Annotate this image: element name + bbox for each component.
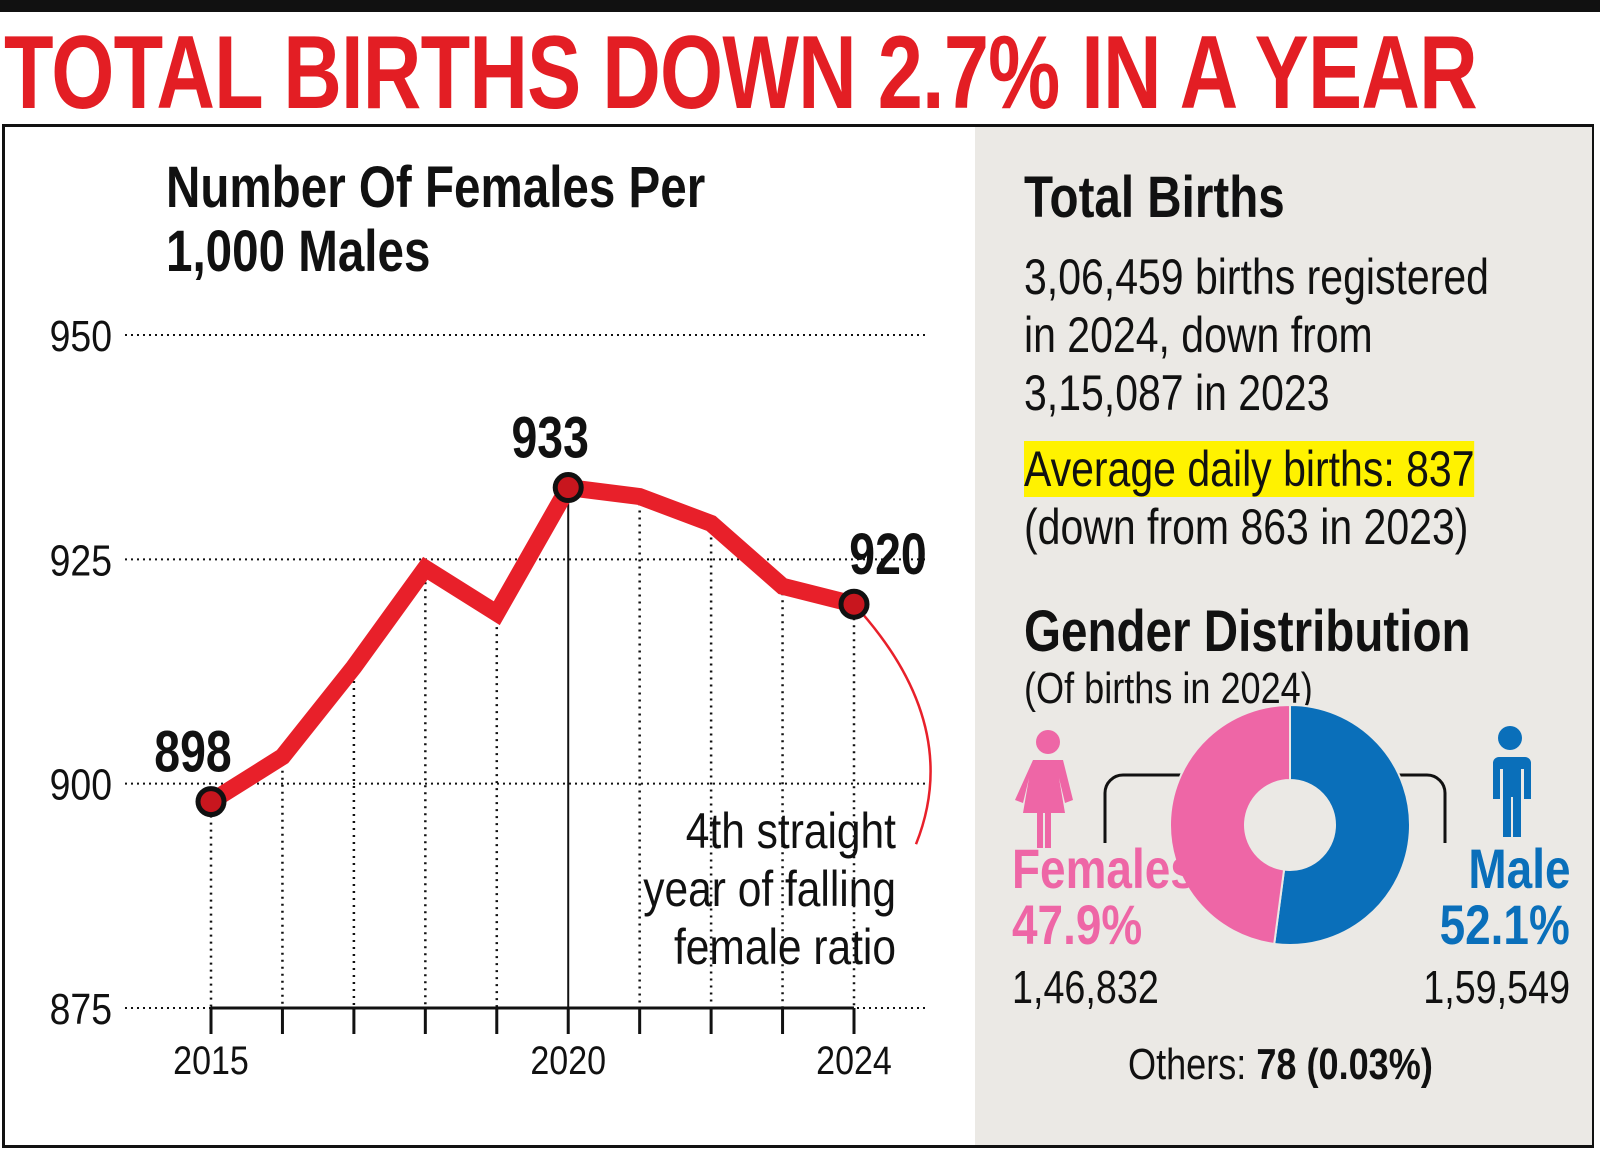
- male-label: Male: [1467, 837, 1570, 900]
- female-icon: [1015, 730, 1073, 848]
- chart-title-line-1: Number Of Females Per: [166, 155, 706, 220]
- male-count: 1,59,549: [1423, 961, 1570, 1013]
- data-point: [195, 786, 227, 818]
- annotation-text: 4th straight: [686, 803, 896, 859]
- total-births-text: 3,06,459 births registered in 2024, down…: [1024, 248, 1591, 422]
- x-tick-label: 2020: [530, 1037, 606, 1082]
- total-births-line-2: in 2024, down from: [1024, 307, 1373, 363]
- annotation-connector: [853, 603, 932, 845]
- male-bracket: [1347, 773, 1447, 843]
- female-pct: 47.9%: [1012, 893, 1143, 956]
- data-label: 920: [849, 522, 926, 587]
- daily-births-sub: (down from 863 in 2023): [1024, 499, 1469, 555]
- y-tick-label: 875: [50, 984, 112, 1034]
- daily-births-highlight: Average daily births: 837: [1024, 441, 1475, 497]
- male-pct: 52.1%: [1439, 893, 1570, 956]
- male-slice: [1273, 703, 1411, 946]
- content-frame: [2, 124, 1594, 1148]
- data-point: [838, 588, 870, 620]
- data-label: 898: [154, 720, 231, 785]
- right-panel: [975, 127, 1592, 1145]
- female-bracket: [1103, 773, 1203, 843]
- y-tick-label: 900: [50, 760, 112, 810]
- gender-sub: (Of births in 2024): [1024, 664, 1313, 713]
- total-births-heading: Total Births: [1024, 165, 1285, 230]
- total-births-line-1: 3,06,459 births registered: [1024, 249, 1489, 305]
- others-value: 78 (0.03%): [1256, 1040, 1433, 1089]
- annotation-text: female ratio: [674, 919, 896, 975]
- others-label: Others:: [1128, 1040, 1247, 1089]
- others-line: Others: 78 (0.03%): [1128, 1040, 1500, 1090]
- top-bar: [0, 0, 1600, 12]
- female-slice: [1169, 703, 1291, 946]
- sex-ratio-line-chart: 950 925 900 875 2015 2020 2024 898 933 920 4th str…: [50, 311, 932, 1083]
- headline: TOTAL BIRTHS DOWN 2.7% IN A YEAR: [4, 15, 1478, 131]
- total-births-line-3: 3,15,087 in 2023: [1024, 365, 1330, 421]
- y-tick-label: 950: [50, 311, 112, 361]
- gender-donut: [1169, 703, 1411, 946]
- gender-heading: Gender Distribution: [1024, 599, 1471, 664]
- data-point: [552, 472, 584, 504]
- x-tick-label: 2015: [173, 1037, 249, 1082]
- chart-title: Number Of Females Per 1,000 Males: [166, 156, 824, 284]
- data-label: 933: [512, 406, 589, 471]
- male-icon: [1493, 726, 1531, 837]
- female-count: 1,46,832: [1012, 961, 1159, 1013]
- series-line: [206, 478, 857, 809]
- daily-births: Average daily births: 837 (down from 863…: [1024, 440, 1573, 556]
- gender-donut-area: [1015, 703, 1531, 946]
- x-tick-label: 2024: [816, 1037, 892, 1082]
- female-label: Females: [1012, 837, 1196, 900]
- y-tick-label: 925: [50, 535, 112, 585]
- annotation-text: year of falling: [643, 861, 896, 917]
- chart-title-line-2: 1,000 Males: [166, 219, 431, 284]
